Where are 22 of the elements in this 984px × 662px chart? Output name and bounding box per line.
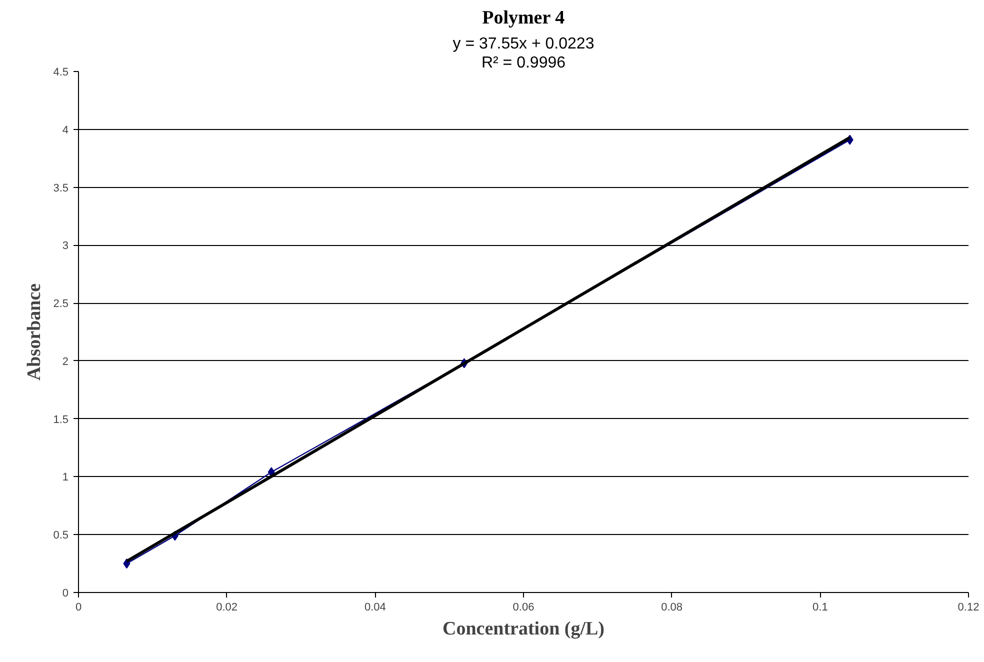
x-tick-label: 0.1 (812, 602, 828, 614)
text: y = 37.55x + 0.0223 (452, 36, 594, 52)
y-tick-label: 0.5 (53, 530, 69, 542)
x-tick-label: 0.12 (958, 602, 980, 614)
x-tick-label: 0.04 (364, 602, 386, 614)
text: R² = 0.9996 (481, 54, 566, 72)
y-tick-label: 2 (62, 356, 69, 368)
x-axis-title: Concentration (g/L) (442, 618, 605, 640)
y-tick-label: 3 (62, 240, 69, 252)
y-axis-title: Absorbance (24, 283, 46, 381)
x-tick-label: 0.02 (216, 602, 238, 614)
y-tick-label: 3.5 (53, 182, 69, 194)
y-tick-label: 1.5 (53, 414, 69, 426)
y-tick-label: 4.5 (53, 66, 69, 78)
chart-title: Polymer 4 (482, 8, 566, 28)
y-tick-label: 0 (62, 588, 69, 600)
y-tick-label: 1 (62, 472, 69, 484)
x-tick-label: 0.06 (512, 602, 534, 614)
x-tick-label: 0.08 (661, 602, 683, 614)
x-tick-label: 0 (75, 602, 82, 614)
y-tick-label: 4 (62, 124, 69, 136)
y-tick-label: 2.5 (53, 298, 69, 310)
